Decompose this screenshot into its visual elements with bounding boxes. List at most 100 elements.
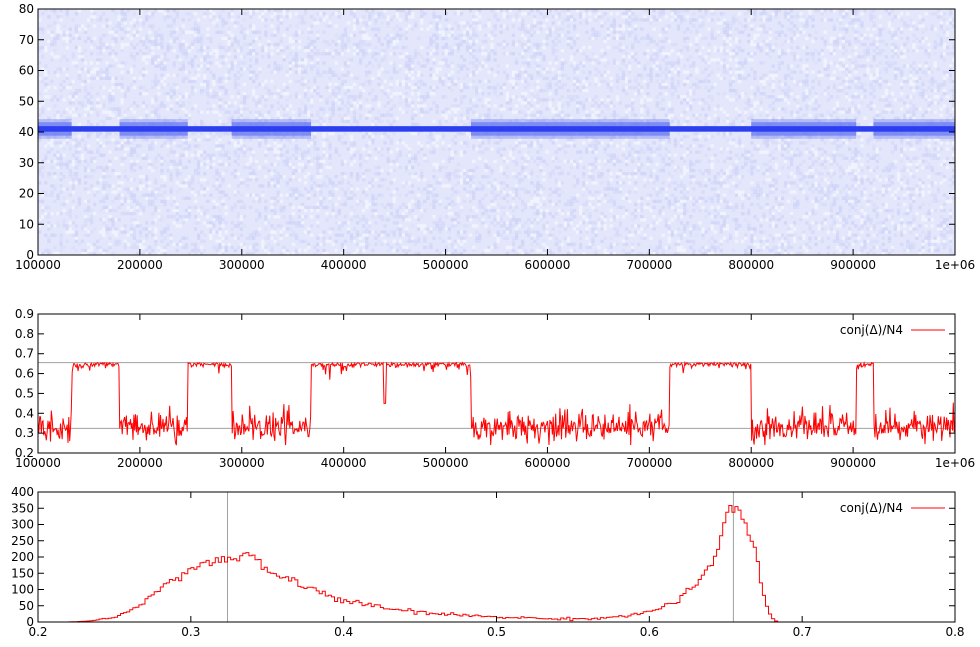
heatmap-cell [38,113,42,117]
heatmap-cell [484,162,488,167]
heatmap-cell [355,187,360,191]
heatmap-cell [392,42,396,47]
heatmap-cell [511,242,516,247]
heatmap-cell [193,221,198,225]
heatmap-cell [432,221,436,225]
heatmap-cell [368,48,372,53]
heatmap-cell [227,70,231,74]
heatmap-cell [511,215,516,219]
heatmap-cell [206,92,210,96]
heatmap-cell [468,98,473,102]
heatmap-cell [429,150,433,154]
heatmap-cell [536,208,540,213]
heatmap-cell [404,52,409,56]
heatmap-cell [141,104,146,108]
heatmap-cell [132,33,137,37]
heatmap-cell [160,85,164,90]
heatmap-cell [462,230,467,234]
heatmap-cell [181,165,186,170]
heatmap-cell [93,168,97,173]
heatmap-cell [108,227,112,231]
heatmap-cell [200,211,204,216]
heatmap-cell [380,79,384,84]
heatmap-cell [404,85,409,90]
heatmap-cell [41,215,45,219]
heatmap-cell [193,79,198,84]
heatmap-cell [56,15,60,19]
heatmap-cell [380,119,384,124]
heatmap-cell [502,211,506,216]
heatmap-cell [395,211,399,216]
heatmap-cell [423,153,427,157]
heatmap-cell [450,211,455,216]
heatmap-cell [96,132,100,136]
heatmap-cell [59,67,63,71]
heatmap-cell [493,218,497,222]
heatmap-cell [407,85,412,90]
heatmap-cell [218,135,222,139]
heatmap-cell [181,236,186,240]
heatmap-cell [499,215,503,219]
heatmap-cell [215,18,219,22]
heatmap-cell [520,67,525,71]
heatmap-cell [264,9,268,13]
heatmap-cell [429,21,433,25]
heatmap-cell [117,218,121,222]
heatmap-cell [453,36,458,41]
heatmap-cell [514,144,519,148]
heatmap-cell [267,55,271,59]
heatmap-cell [193,168,198,173]
heatmap-cell [227,39,231,44]
heatmap-cell [117,187,121,191]
heatmap-cell [267,236,271,240]
heatmap-cell [160,9,164,13]
heatmap-cell [472,48,476,53]
heatmap-cell [233,61,237,65]
heatmap-cell [352,12,357,16]
heatmap-cell [438,122,442,127]
heatmap-cell [138,184,143,188]
heatmap-cell [508,144,513,148]
heatmap-cell [389,202,393,207]
heatmap-cell [566,18,571,22]
heatmap-cell [527,159,531,164]
heatmap-cell [404,144,409,148]
heatmap-cell [413,122,418,127]
heatmap-cell [505,165,510,170]
heatmap-cell [557,171,561,176]
heatmap-cell [297,190,302,194]
heatmap-cell [294,248,299,253]
heatmap-cell [358,165,363,170]
heatmap-cell [316,113,320,117]
heatmap-cell [398,92,403,96]
heatmap-cell [144,15,149,19]
heatmap-cell [313,64,317,68]
heatmap-cell [291,221,296,225]
heatmap-cell [423,82,427,87]
heatmap-cell [193,24,198,28]
heatmap-cell [462,122,467,127]
heatmap-cell [435,76,439,81]
heatmap-cell [221,9,225,13]
heatmap-cell [224,104,228,108]
heatmap-cell [303,9,308,13]
heatmap-cell [258,165,262,170]
heatmap-cell [285,92,289,96]
heatmap-cell [386,218,390,222]
heatmap-cell [120,159,124,164]
heatmap-cell [148,15,152,19]
heatmap-cell [47,175,51,179]
heatmap-cell [358,85,363,90]
heatmap-cell [365,218,369,222]
heatmap-cell [285,104,289,108]
heatmap-cell [206,224,210,228]
heatmap-cell [258,233,262,237]
heatmap-cell [355,21,360,25]
heatmap-cell [429,132,433,136]
heatmap-cell [554,42,558,47]
heatmap-cell [123,113,127,117]
heatmap-cell [417,239,421,244]
heatmap-cell [196,218,201,222]
heatmap-cell [438,76,442,81]
heatmap-cell [59,156,63,160]
